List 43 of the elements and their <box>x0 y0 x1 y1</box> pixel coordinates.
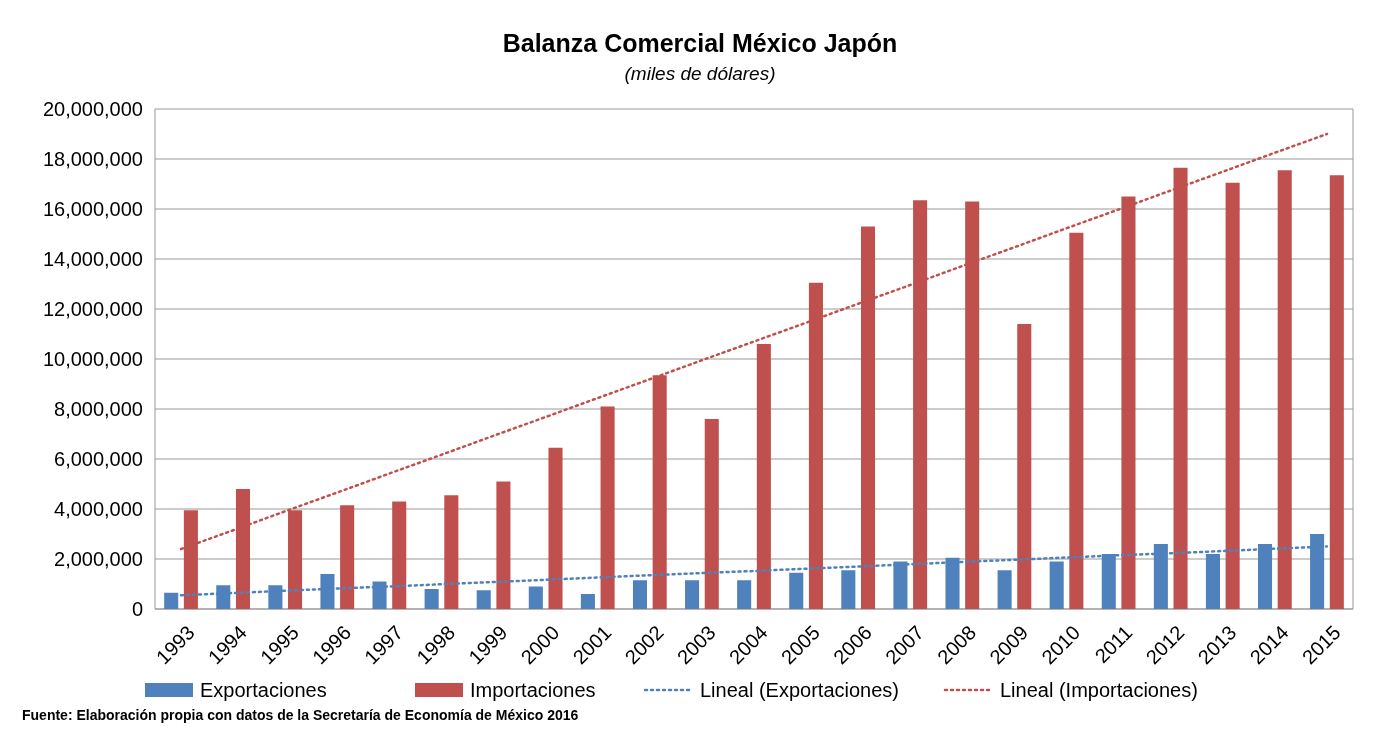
legend-label: Lineal (Importaciones) <box>1000 679 1198 701</box>
chart-subtitle: (miles de dólares) <box>624 63 776 84</box>
bar <box>789 572 804 609</box>
bar <box>997 570 1012 609</box>
bar <box>600 406 615 609</box>
bar <box>1049 561 1064 609</box>
bar <box>424 589 439 609</box>
y-tick-label: 18,000,000 <box>42 148 143 170</box>
y-tick-label: 12,000,000 <box>42 298 143 320</box>
legend-label: Exportaciones <box>200 679 327 701</box>
source-note: Fuente: Elaboración propia con datos de la Secretaría de Economía de México 2016 <box>22 707 579 723</box>
bar <box>632 580 648 609</box>
y-tick-label: 16,000,000 <box>42 198 143 220</box>
bar <box>1069 232 1084 609</box>
bar <box>496 481 511 609</box>
bar <box>1329 175 1344 609</box>
y-tick-label: 6,000,000 <box>54 448 143 470</box>
bar <box>548 447 563 609</box>
bar <box>1277 170 1292 609</box>
bar <box>756 344 771 609</box>
bar <box>1017 324 1032 609</box>
bar <box>737 580 752 609</box>
legend-label: Importaciones <box>470 679 596 701</box>
bar <box>1225 182 1240 609</box>
bar <box>340 505 355 609</box>
bar <box>444 495 459 609</box>
y-tick-label: 8,000,000 <box>54 398 143 420</box>
bar <box>476 590 491 609</box>
bar <box>164 592 179 609</box>
y-tick-label: 4,000,000 <box>54 498 143 520</box>
y-tick-label: 10,000,000 <box>42 348 143 370</box>
y-tick-label: 2,000,000 <box>54 548 143 570</box>
legend-label: Lineal (Exportaciones) <box>700 679 899 701</box>
y-tick-label: 0 <box>131 598 143 620</box>
bar <box>841 570 856 609</box>
bar <box>392 501 407 609</box>
y-tick-label: 14,000,000 <box>42 248 143 270</box>
bar <box>580 594 595 609</box>
y-tick-label: 20,000,000 <box>42 98 143 120</box>
chart-title: Balanza Comercial México Japón <box>502 29 898 57</box>
bar <box>704 419 719 609</box>
bar <box>528 586 543 609</box>
bar <box>685 580 700 609</box>
